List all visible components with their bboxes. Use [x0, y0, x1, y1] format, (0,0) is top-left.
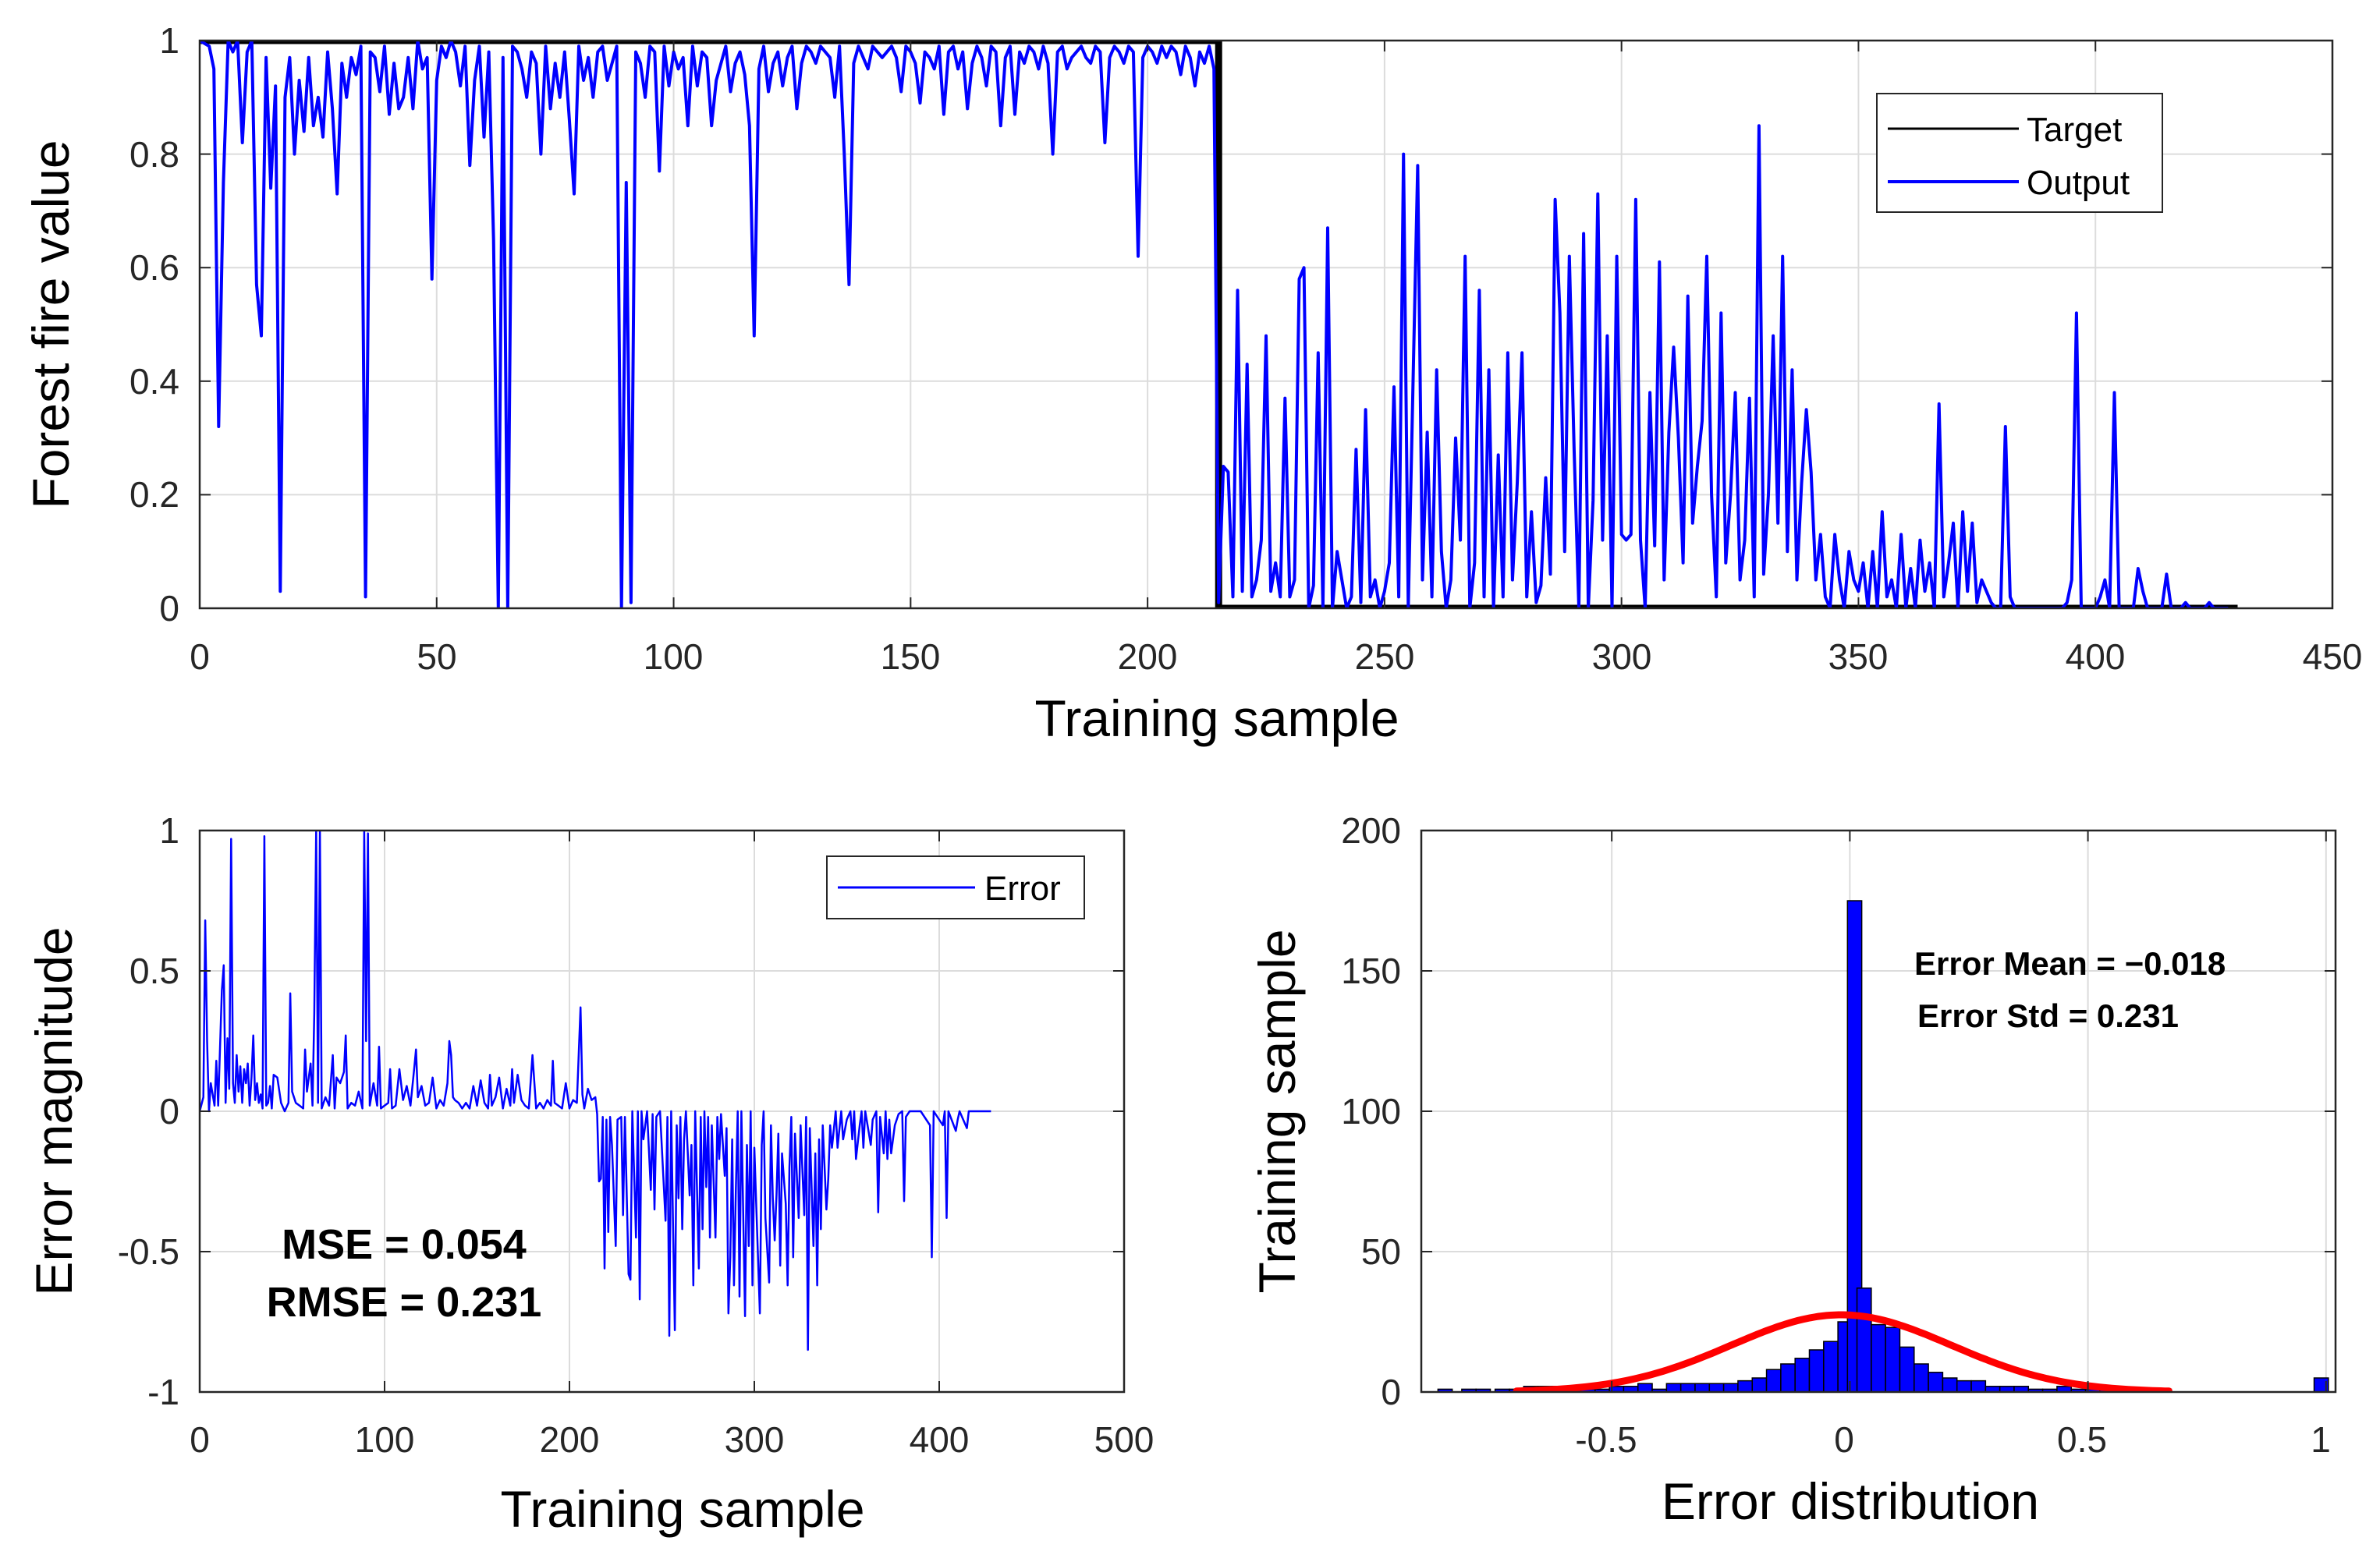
y-axis-label: Error magnitude [25, 926, 83, 1295]
histogram-bar [1956, 1380, 1972, 1392]
series-output-line [200, 41, 2229, 608]
x-tick-label: 200 [540, 1419, 600, 1460]
y-tick-label: 0.6 [129, 247, 179, 288]
y-tick-label: 200 [1341, 810, 1401, 851]
x-tick-label: 300 [725, 1419, 785, 1460]
panel-bottom-right-histogram: -0.5 0 0.5 1 0 50 100 150 200 Error dist… [1248, 810, 2337, 1530]
y-tick-label: 1 [159, 810, 179, 851]
histogram-bar [1665, 1383, 1682, 1392]
series-error-line [200, 831, 991, 1351]
y-tick-label: 0 [159, 588, 179, 629]
x-tick-label: 450 [2303, 636, 2363, 677]
legend-label-output: Output [2027, 164, 2130, 202]
histogram-bar [1846, 900, 1863, 1392]
histogram-bar [2313, 1377, 2329, 1392]
axis-ticks [1421, 830, 2336, 1393]
x-tick-label: 250 [1355, 636, 1415, 677]
x-tick-label: 350 [1828, 636, 1889, 677]
histogram-bar [1899, 1346, 1915, 1392]
error-std-annotation: Error Std = 0.231 [1917, 997, 2179, 1034]
legend: Target Output [1876, 93, 2163, 213]
y-tick-label: -0.5 [118, 1231, 179, 1272]
histogram-bar [1737, 1380, 1753, 1392]
x-tick-label: 0 [1834, 1419, 1854, 1460]
histogram-bar [1437, 1388, 1453, 1392]
histogram-bar [1970, 1380, 1987, 1392]
mse-annotation: MSE = 0.054 [282, 1221, 527, 1268]
x-tick-label: 0 [190, 636, 210, 677]
histogram-bar [1856, 1287, 1872, 1392]
histogram-bar [1765, 1369, 1782, 1392]
histogram-bar [1823, 1341, 1839, 1392]
histogram-bar [1914, 1363, 1929, 1392]
histogram-bar [1871, 1323, 1886, 1392]
y-tick-label: 150 [1341, 951, 1401, 991]
x-tick-label: 100 [355, 1419, 415, 1460]
x-tick-label: 1 [2311, 1419, 2331, 1460]
y-tick-label: -1 [147, 1372, 179, 1412]
x-tick-label: 400 [2066, 636, 2126, 677]
histogram-bar [1637, 1383, 1653, 1392]
x-tick-label: 0.5 [2057, 1419, 2107, 1460]
y-tick-label: 0.4 [129, 361, 179, 402]
histogram-bar [1942, 1377, 1958, 1392]
y-tick-label: 50 [1361, 1231, 1401, 1272]
histogram-bar [1694, 1383, 1711, 1392]
rmse-annotation: RMSE = 0.231 [267, 1279, 542, 1326]
axis-ticks [199, 40, 2333, 609]
y-tick-label: 1 [159, 20, 179, 61]
histogram-bar [1808, 1349, 1825, 1392]
panel-bottom-left-error: 0 100 200 300 400 500 -1 -0.5 0 0.5 1 Tr… [25, 810, 1154, 1538]
series-target-line [200, 41, 2238, 608]
y-tick-label: 0.8 [129, 134, 179, 175]
x-axis-label: Training sample [1034, 689, 1399, 747]
x-tick-label: 400 [910, 1419, 970, 1460]
x-axis-label: Error distribution [1662, 1472, 2039, 1530]
histogram-bar [1751, 1377, 1768, 1392]
histogram-bar [1885, 1326, 1901, 1392]
x-tick-label: -0.5 [1575, 1419, 1637, 1460]
x-tick-label: 300 [1592, 636, 1652, 677]
y-tick-label: 100 [1341, 1091, 1401, 1132]
histogram-bar [1780, 1363, 1796, 1392]
x-tick-label: 500 [1094, 1419, 1155, 1460]
x-tick-label: 100 [644, 636, 704, 677]
axis-ticks [199, 830, 1125, 1393]
histogram-bar [1679, 1383, 1696, 1392]
y-axis-label: Training sample [1248, 929, 1306, 1293]
legend-box [1876, 93, 2163, 213]
x-tick-label: 200 [1118, 636, 1178, 677]
error-mean-annotation: Error Mean = −0.018 [1914, 945, 2226, 982]
y-tick-label: 0 [1381, 1372, 1401, 1412]
x-tick-label: 50 [417, 636, 456, 677]
histogram-bar [1928, 1372, 1944, 1392]
x-tick-label: 0 [190, 1419, 210, 1460]
histogram-bar [1475, 1388, 1491, 1392]
x-tick-label: 150 [881, 636, 941, 677]
y-tick-label: 0.2 [129, 474, 179, 515]
histogram-bar [1722, 1383, 1739, 1392]
normal-fit-curve [1513, 1311, 2173, 1392]
x-axis-label: Training sample [500, 1480, 864, 1538]
histogram-bar [1708, 1383, 1725, 1392]
y-tick-label: 0.5 [129, 951, 179, 991]
panel-top-forest-fire: 0 50 100 150 200 250 300 350 400 450 0 0… [22, 20, 2362, 747]
y-axis-label: Forest fire value [22, 140, 80, 508]
histogram-bar [1794, 1358, 1811, 1392]
legend-label-error: Error [984, 870, 1061, 908]
legend: Error [826, 855, 1085, 919]
y-tick-label: 0 [159, 1091, 179, 1132]
axes-box [198, 39, 2334, 610]
legend-label-target: Target [2027, 111, 2122, 149]
